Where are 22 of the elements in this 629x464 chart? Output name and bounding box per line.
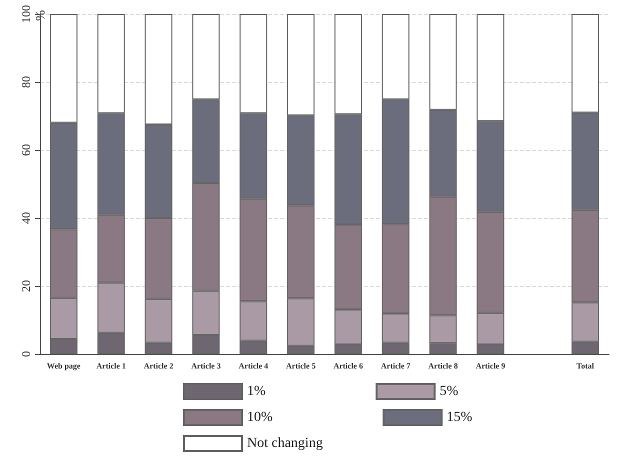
x-tick-label: Article 2 [144, 362, 174, 370]
legend-label: 15% [446, 410, 473, 425]
y-tick-label: 20 [19, 280, 33, 292]
y-tick-label: 40 [19, 212, 33, 224]
y-tick-label: 0 [19, 351, 33, 357]
x-tick-label: Total [576, 362, 595, 370]
y-tick-label: 80 [19, 76, 33, 88]
x-tick-label: Article 6 [333, 362, 363, 370]
x-tick-label: Article 1 [96, 362, 126, 370]
legend-label: Not changing [247, 436, 323, 451]
legend-label: 10% [247, 410, 273, 425]
x-tick-label: Article 8 [428, 362, 458, 370]
x-tick-label: Article 4 [238, 362, 268, 370]
x-tick-label: Article 9 [476, 362, 506, 370]
legend-label: 1% [247, 384, 266, 399]
x-tick-label: Article 3 [191, 362, 221, 370]
x-tick-label: Article 5 [286, 362, 316, 370]
legend-label: 5% [440, 384, 459, 399]
x-tick-label: Article 7 [380, 362, 410, 370]
y-tick-label: 100 [19, 5, 33, 23]
x-tick-label: Web page [46, 362, 81, 370]
y-tick-label: 60 [19, 144, 33, 156]
